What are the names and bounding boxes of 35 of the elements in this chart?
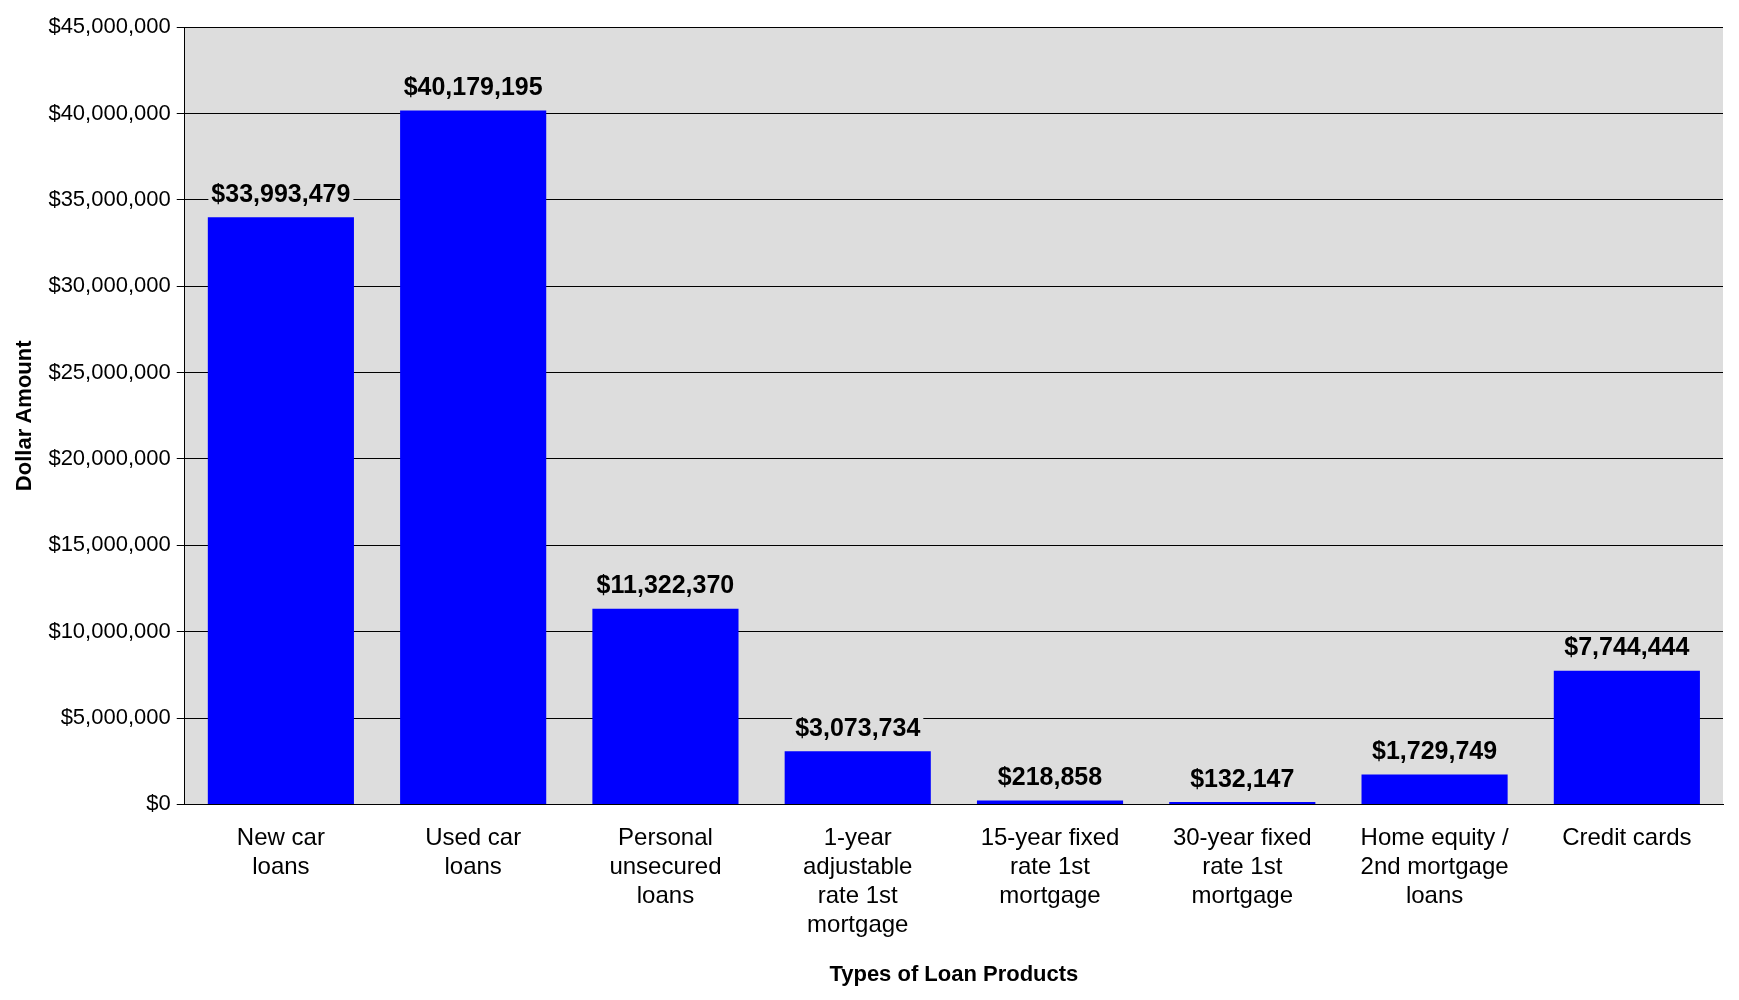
data-label: $33,993,479 bbox=[211, 178, 351, 207]
data-label: $132,147 bbox=[1190, 763, 1295, 792]
y-tick-label: $0 bbox=[146, 790, 171, 816]
data-label: $3,073,734 bbox=[795, 712, 921, 741]
y-axis-title: Dollar Amount bbox=[11, 339, 37, 492]
data-label: $40,179,195 bbox=[403, 71, 543, 100]
bar bbox=[976, 800, 1124, 804]
bar bbox=[1553, 670, 1700, 804]
y-tick-label: $10,000,000 bbox=[48, 617, 171, 643]
y-tick-label: $15,000,000 bbox=[48, 531, 171, 557]
y-tick-label: $35,000,000 bbox=[48, 185, 171, 211]
bar bbox=[784, 751, 931, 804]
data-label: $7,744,444 bbox=[1564, 632, 1690, 661]
x-axis-title: Types of Loan Products bbox=[829, 960, 1079, 986]
y-tick-label: $25,000,000 bbox=[48, 358, 171, 384]
bar bbox=[207, 217, 354, 804]
x-tick-label: 30-year fixed rate 1st mortgage bbox=[1172, 823, 1312, 909]
bar bbox=[1361, 774, 1508, 804]
x-tick-label: Personal unsecured loans bbox=[609, 823, 722, 909]
bar bbox=[400, 110, 547, 804]
y-tick-label: $20,000,000 bbox=[48, 445, 171, 471]
y-tick-label: $5,000,000 bbox=[60, 704, 171, 730]
x-tick-label: Used car loans bbox=[425, 823, 522, 880]
x-tick-label: Credit cards bbox=[1562, 823, 1692, 851]
bar bbox=[592, 608, 739, 804]
y-tick-label: $45,000,000 bbox=[48, 13, 171, 39]
y-tick-label: $30,000,000 bbox=[48, 272, 171, 298]
data-label: $1,729,749 bbox=[1372, 735, 1498, 764]
x-tick-label: Home equity / 2nd mortgage loans bbox=[1360, 823, 1509, 909]
x-tick-label: 15-year fixed rate 1st mortgage bbox=[980, 823, 1120, 909]
data-label: $11,322,370 bbox=[596, 570, 735, 599]
x-tick-label: New car loans bbox=[236, 823, 325, 880]
data-label: $218,858 bbox=[997, 762, 1103, 791]
y-tick-label: $40,000,000 bbox=[48, 99, 171, 125]
x-tick-label: 1-year adjustable rate 1st mortgage bbox=[803, 823, 913, 937]
